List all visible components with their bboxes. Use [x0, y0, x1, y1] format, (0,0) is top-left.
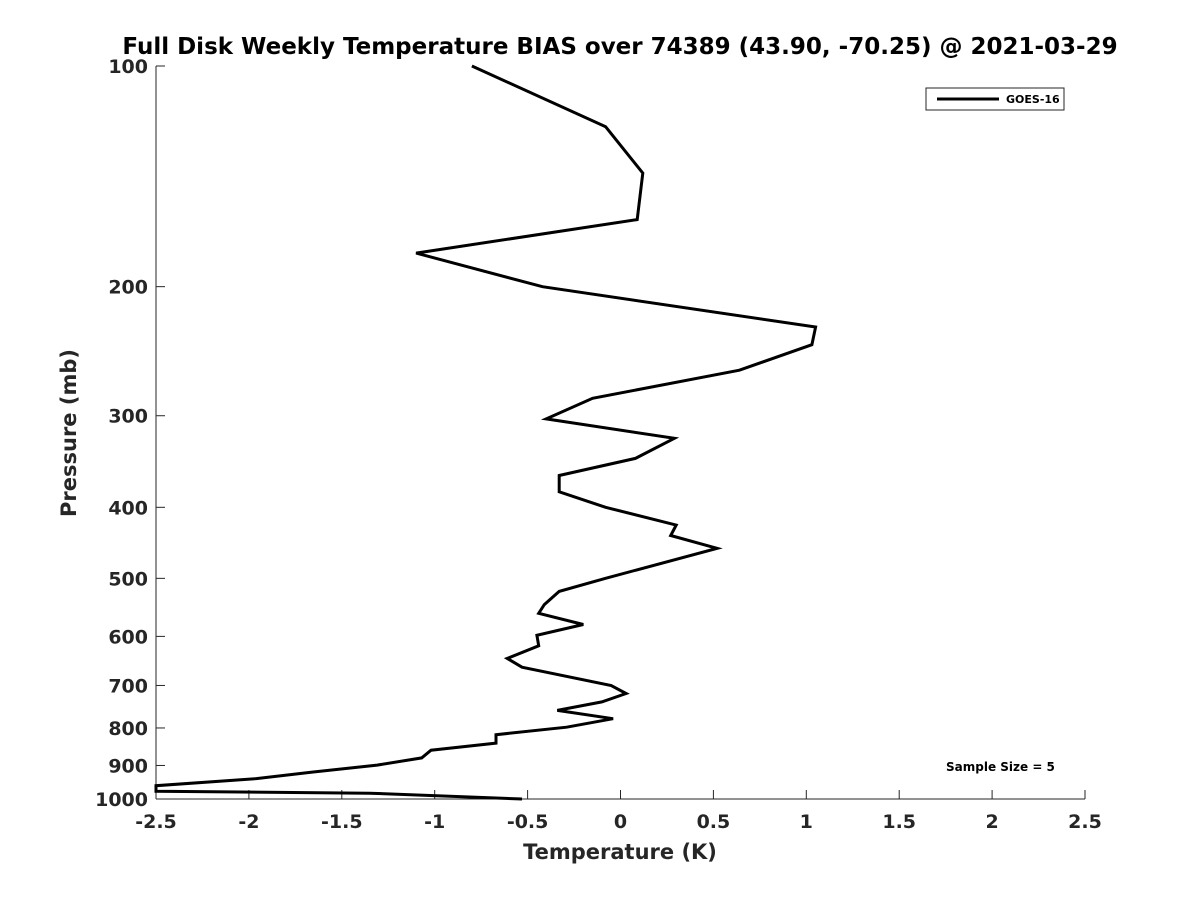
- x-tick-label: -0.5: [507, 811, 549, 833]
- sample-size-annotation: Sample Size = 5: [946, 760, 1055, 774]
- x-tick-label: 1: [800, 811, 813, 833]
- y-axis-ticks: 100 200 300 400 500 600 700 800 900 1000: [95, 56, 165, 811]
- x-axis-label: Temperature (K): [523, 840, 717, 864]
- x-tick-label: -2: [238, 811, 259, 833]
- x-tick-label: 0: [614, 811, 627, 833]
- legend: GOES-16: [925, 87, 1065, 111]
- y-tick-label: 600: [108, 626, 148, 648]
- legend-label-goes-16: GOES-16: [1006, 93, 1060, 106]
- y-tick-label: 900: [108, 755, 148, 777]
- y-axis-label: Pressure (mb): [57, 349, 81, 517]
- x-tick-label: -1.5: [321, 811, 363, 833]
- y-tick-label: 800: [108, 718, 148, 740]
- y-tick-label: 100: [108, 56, 148, 78]
- x-tick-label: 0.5: [697, 811, 731, 833]
- chart-title: Full Disk Weekly Temperature BIAS over 7…: [122, 34, 1117, 60]
- y-tick-label: 500: [108, 568, 148, 590]
- x-axis-ticks: -2.5 -2 -1.5 -1 -0.5 0 0.5 1 1.5 2 2.5: [135, 790, 1102, 833]
- y-tick-label: 700: [108, 675, 148, 697]
- x-tick-label: -1: [424, 811, 445, 833]
- y-tick-label: 400: [108, 497, 148, 519]
- x-tick-label: 1.5: [882, 811, 916, 833]
- x-tick-label: 2: [985, 811, 998, 833]
- x-tick-label: 2.5: [1068, 811, 1102, 833]
- x-tick-label: -2.5: [135, 811, 177, 833]
- y-tick-label: 300: [108, 406, 148, 428]
- y-tick-label: 1000: [95, 789, 148, 811]
- y-tick-label: 200: [108, 277, 148, 299]
- series-line-goes-16: [154, 64, 818, 801]
- series-layer: [154, 64, 818, 801]
